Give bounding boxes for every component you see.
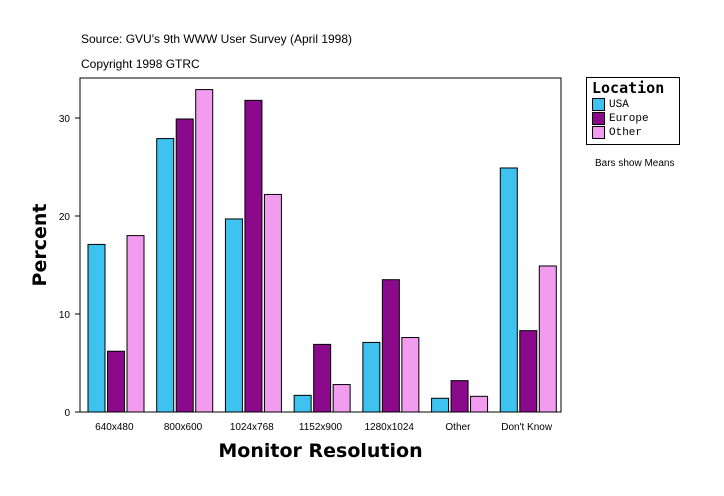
- bar-usa: [293, 394, 312, 413]
- y-tick-label: 20: [59, 212, 71, 223]
- bar-usa: [431, 397, 450, 413]
- bar-other: [401, 337, 420, 413]
- bar-europe: [175, 118, 194, 413]
- bar-usa: [87, 243, 106, 413]
- bar-usa: [499, 167, 518, 413]
- y-axis-label: Percent: [29, 204, 51, 287]
- bar-other: [126, 235, 145, 413]
- bar-usa: [224, 218, 243, 413]
- bar-europe: [381, 279, 400, 413]
- bar-europe: [313, 343, 332, 413]
- source-text: Source: GVU's 9th WWW User Survey (April…: [81, 32, 353, 46]
- bar-usa: [156, 138, 175, 413]
- legend-item-other: Other: [592, 126, 642, 139]
- legend-label: Other: [609, 126, 643, 139]
- bar-other: [195, 89, 214, 413]
- bar-usa: [362, 341, 381, 413]
- bar-other: [332, 384, 351, 413]
- x-tick-label: 1280x1024: [364, 422, 414, 433]
- legend-label: Europe: [609, 112, 649, 125]
- x-tick-label: 1152x900: [299, 422, 343, 433]
- x-tick-label: 1024x768: [230, 422, 274, 433]
- legend-title: Location: [592, 79, 665, 97]
- legend-item-europe: Europe: [592, 112, 649, 125]
- bar-europe: [244, 99, 263, 413]
- y-tick-label: 30: [59, 114, 71, 125]
- y-tick-label: 10: [59, 310, 71, 321]
- legend: Location USA Europe Other: [586, 77, 680, 145]
- x-tick-label: 800x600: [164, 422, 203, 433]
- bar-other: [538, 265, 557, 413]
- bar-europe: [107, 350, 125, 413]
- bars-note: Bars show Means: [595, 158, 675, 169]
- bar-europe: [450, 380, 469, 413]
- legend-label: USA: [609, 98, 629, 111]
- bar-other: [263, 193, 282, 413]
- x-tick-label: Other: [445, 422, 471, 433]
- bar-other: [470, 395, 489, 413]
- x-axis-label: Monitor Resolution: [218, 440, 422, 462]
- y-tick-label: 0: [64, 408, 70, 419]
- x-tick-label: Don't Know: [501, 422, 553, 433]
- bar-europe: [519, 330, 538, 413]
- x-tick-label: 640x480: [95, 422, 134, 433]
- copyright-text: Copyright 1998 GTRC: [81, 57, 200, 71]
- legend-item-usa: USA: [592, 98, 629, 111]
